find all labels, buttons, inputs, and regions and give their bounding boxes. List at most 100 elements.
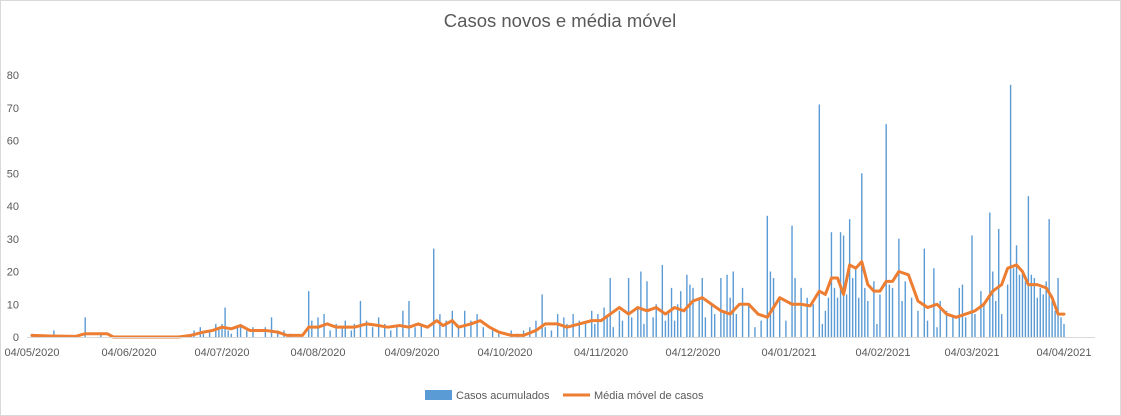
bar (655, 304, 657, 337)
x-tick-label: 04/06/2020 (101, 347, 156, 359)
bar (227, 330, 229, 337)
bar (221, 323, 223, 337)
bar (1006, 284, 1009, 337)
bar (100, 333, 102, 337)
bar (1060, 317, 1062, 337)
bar (1000, 314, 1003, 337)
legend-line-label: Média móvel de casos (594, 390, 704, 402)
bar (208, 330, 211, 337)
bar (1027, 196, 1030, 337)
bar (1036, 297, 1038, 337)
bar (824, 310, 827, 337)
bar (879, 294, 881, 337)
bar (867, 300, 869, 337)
bar (713, 314, 716, 337)
bar (710, 304, 713, 337)
y-tick-label: 50 (7, 168, 19, 180)
legend-bar-label: Casos acumulados (456, 390, 550, 402)
bar (544, 327, 546, 337)
x-tick-label: 04/10/2020 (477, 347, 532, 359)
bar (408, 300, 410, 337)
bar (812, 304, 814, 337)
bar (958, 287, 960, 338)
bar (923, 248, 926, 337)
bar (1045, 281, 1047, 337)
bar (591, 310, 593, 337)
bar (341, 327, 343, 337)
bar (384, 323, 386, 337)
bar (451, 310, 453, 337)
bar (420, 323, 422, 337)
bar (371, 327, 374, 337)
bar (760, 320, 762, 338)
bar (858, 297, 860, 337)
x-tick-label: 04/03/2021 (944, 347, 999, 359)
bar (939, 300, 941, 337)
bar (621, 320, 624, 338)
bar (964, 317, 967, 337)
bar (246, 330, 248, 337)
bar (676, 304, 679, 337)
bar (1015, 245, 1018, 337)
bar (433, 248, 435, 337)
bar (861, 173, 863, 337)
bar (851, 278, 854, 337)
bar (917, 310, 919, 337)
bar (230, 333, 232, 337)
bar (673, 320, 676, 338)
bar (974, 314, 976, 337)
bar (806, 297, 808, 337)
bar (335, 323, 337, 337)
bar (1048, 219, 1050, 337)
bar (236, 327, 239, 337)
bar (457, 327, 460, 337)
bar (308, 291, 310, 337)
bar (377, 317, 380, 337)
bar (785, 320, 787, 338)
bar (1033, 278, 1036, 337)
bar (1051, 300, 1053, 337)
bar (464, 310, 466, 337)
bar (818, 104, 821, 337)
bar (1039, 287, 1041, 338)
bar (769, 271, 772, 337)
y-tick-label: 80 (7, 70, 19, 82)
bar (864, 287, 866, 338)
bar (901, 300, 903, 337)
y-tick-label: 70 (7, 103, 19, 115)
bar (445, 320, 447, 338)
bar (630, 317, 633, 337)
bar (584, 323, 587, 337)
bar (218, 327, 220, 337)
bar (741, 287, 744, 338)
bar (1021, 271, 1024, 337)
bar (754, 327, 756, 337)
bar (594, 323, 596, 337)
x-tick-label: 04/08/2020 (290, 347, 345, 359)
bar (1057, 278, 1059, 337)
bar (664, 320, 667, 338)
bar (202, 333, 205, 337)
bar (637, 307, 639, 337)
bar (566, 323, 568, 337)
bar (329, 330, 331, 337)
bar (701, 278, 703, 337)
bar (603, 307, 605, 337)
bar (933, 268, 935, 337)
bar (898, 238, 900, 337)
bar (698, 297, 700, 337)
bar (365, 320, 368, 338)
bar (800, 287, 802, 338)
bar (1024, 281, 1027, 337)
bar (510, 330, 512, 337)
bar (848, 219, 851, 337)
bar (53, 330, 55, 337)
bar (1042, 294, 1044, 337)
bar (618, 310, 621, 337)
bar (439, 314, 441, 337)
x-tick-label: 04/02/2021 (855, 347, 910, 359)
bar (661, 264, 664, 337)
bar (1009, 84, 1012, 337)
bar (995, 300, 997, 337)
